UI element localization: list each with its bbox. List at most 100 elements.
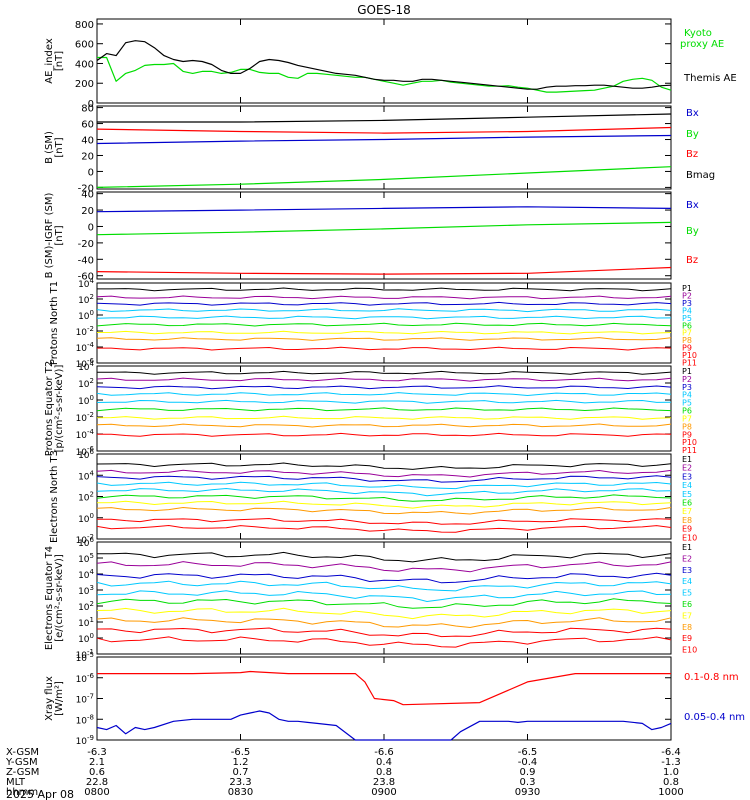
- y-tick-label: 100: [78, 632, 94, 645]
- legend-bz: Bz: [686, 149, 698, 160]
- y-tick-label: 800: [75, 20, 94, 31]
- channel-label-e7: E7: [682, 507, 692, 516]
- channel-label-p10: P10: [682, 351, 697, 360]
- x-axis-value: 0.4: [376, 757, 392, 768]
- legend-proxy-ae: proxy AE: [680, 39, 724, 50]
- y-axis-label: Xray flux [W/m²]: [44, 676, 65, 721]
- channel-label-e5: E5: [682, 490, 692, 499]
- channel-line-e9: [96, 627, 672, 638]
- channel-line-p2: [96, 377, 672, 382]
- channel-label-e2: E2: [682, 464, 692, 473]
- channel-line-e8: [96, 506, 672, 515]
- y-axis-label-line: [nT]: [54, 51, 65, 71]
- x-axis-value: -0.4: [518, 757, 538, 768]
- x-axis-row-label: Y-GSM: [5, 757, 38, 768]
- channel-label-p1: P1: [682, 367, 692, 376]
- channel-label-p2: P2: [682, 375, 692, 384]
- panel-bigrf: -60 -40 -20 0 20 40 B (SM)-IGRF (SM) [nT] Bx By Bz: [44, 190, 699, 283]
- y-tick-label: -20: [78, 239, 94, 250]
- channel-label-p4: P4: [682, 391, 692, 400]
- y-axis-label-line: [W/m²]: [54, 681, 65, 716]
- x-axis-value: 1000: [658, 787, 683, 798]
- channel-label-e3: E3: [682, 566, 692, 575]
- channel-line-p6: [96, 322, 672, 327]
- panel-frame: [96, 191, 672, 280]
- channel-label-p5: P5: [682, 399, 692, 408]
- channel-label-e4: E4: [682, 577, 692, 586]
- channel-label-e6: E6: [682, 499, 692, 508]
- y-tick-label: 600: [75, 40, 94, 51]
- channel-line-p9: [97, 432, 672, 437]
- channel-label-p6: P6: [682, 321, 692, 330]
- x-axis-value: 1.2: [233, 757, 249, 768]
- channel-label-e9: E9: [682, 634, 692, 643]
- y-axis-label-line: Electrons Equator T4: [44, 546, 55, 650]
- chart-title: GOES-18: [357, 3, 411, 17]
- channel-line-p8: [96, 423, 672, 428]
- channel-line-e7: [96, 500, 672, 509]
- x-axis-row-label: Z-GSM: [6, 767, 39, 778]
- panel-pe: 104 102 100 10-2 10-4 10-6 Protons Equator T2[…: [44, 360, 697, 458]
- series-line-0-05-0-4-nm: [96, 710, 672, 741]
- y-tick-label: 104: [78, 360, 94, 373]
- x-axis-value: -6.6: [374, 747, 394, 758]
- x-axis-value: 0.8: [376, 767, 392, 778]
- y-axis-label: Protons North T1: [49, 281, 60, 365]
- y-tick-label: 10-7: [76, 693, 94, 706]
- y-axis-label-line: Xray flux: [44, 676, 55, 721]
- y-axis-label-line: AE_index: [44, 38, 55, 84]
- series-line-kyoto-proxy-ae: [97, 56, 672, 93]
- y-tick-label: 101: [78, 616, 94, 629]
- y-tick-label: 103: [78, 584, 94, 597]
- y-tick-label: 10-2: [76, 533, 94, 546]
- series-line-bz: [96, 266, 672, 275]
- panel-en: 106 104 102 100 10-2 Electrons North T3 E1E2E3…: [49, 448, 697, 546]
- y-tick-label: 104: [78, 469, 94, 482]
- channel-line-p4: [96, 392, 672, 397]
- x-axis-row-label: MLT: [6, 777, 26, 788]
- y-tick-label: 10-2: [76, 411, 94, 424]
- panel-frame: [96, 105, 672, 190]
- x-axis-value: 0830: [228, 787, 253, 798]
- channel-label-p6: P6: [682, 407, 692, 416]
- x-axis-value: 0800: [84, 787, 109, 798]
- series-line-bx: [96, 134, 672, 145]
- channel-label-e10: E10: [682, 533, 697, 542]
- x-axis-value: 2.1: [89, 757, 105, 768]
- legend-by: By: [686, 226, 699, 237]
- y-tick-label: 400: [75, 59, 94, 70]
- series-line-by: [96, 166, 672, 188]
- channel-line-p3: [96, 301, 672, 306]
- x-axis-value: 0.6: [89, 767, 105, 778]
- channel-line-p2: [96, 295, 672, 300]
- channel-line-e8: [96, 617, 672, 629]
- panel-frame: [96, 656, 672, 741]
- y-axis-label-line: [e/(cm²-s-sr-keV)]: [54, 554, 65, 642]
- y-tick-label: 10-6: [76, 672, 95, 685]
- channel-label-p2: P2: [682, 291, 692, 300]
- y-axis-label: Electrons North T3: [49, 450, 60, 543]
- legend-bx: Bx: [686, 108, 699, 119]
- x-axis-value: 23.8: [373, 777, 395, 788]
- y-tick-label: 10-1: [76, 648, 94, 661]
- channel-line-e4: [96, 481, 672, 490]
- channel-label-p8: P8: [682, 336, 692, 345]
- channel-label-e10: E10: [682, 646, 697, 655]
- channel-line-e1: [96, 462, 672, 470]
- y-tick-label: 80: [81, 104, 94, 115]
- legend-0-1-0-8-nm: 0.1-0.8 nm: [684, 672, 739, 683]
- channel-line-e10: [96, 524, 672, 533]
- channel-label-p9: P9: [682, 344, 692, 353]
- channel-label-p7: P7: [682, 414, 692, 423]
- legend-bx: Bx: [686, 200, 699, 211]
- y-axis-label: B (SM) [nT]: [44, 131, 65, 164]
- channel-line-p5: [96, 315, 672, 320]
- legend-by: By: [686, 129, 699, 140]
- y-tick-label: 106: [78, 448, 94, 461]
- channel-line-e9: [97, 517, 672, 525]
- y-tick-label: 0: [88, 167, 94, 178]
- x-axis-value: 22.8: [86, 777, 108, 788]
- legend-bmag: Bmag: [686, 170, 715, 181]
